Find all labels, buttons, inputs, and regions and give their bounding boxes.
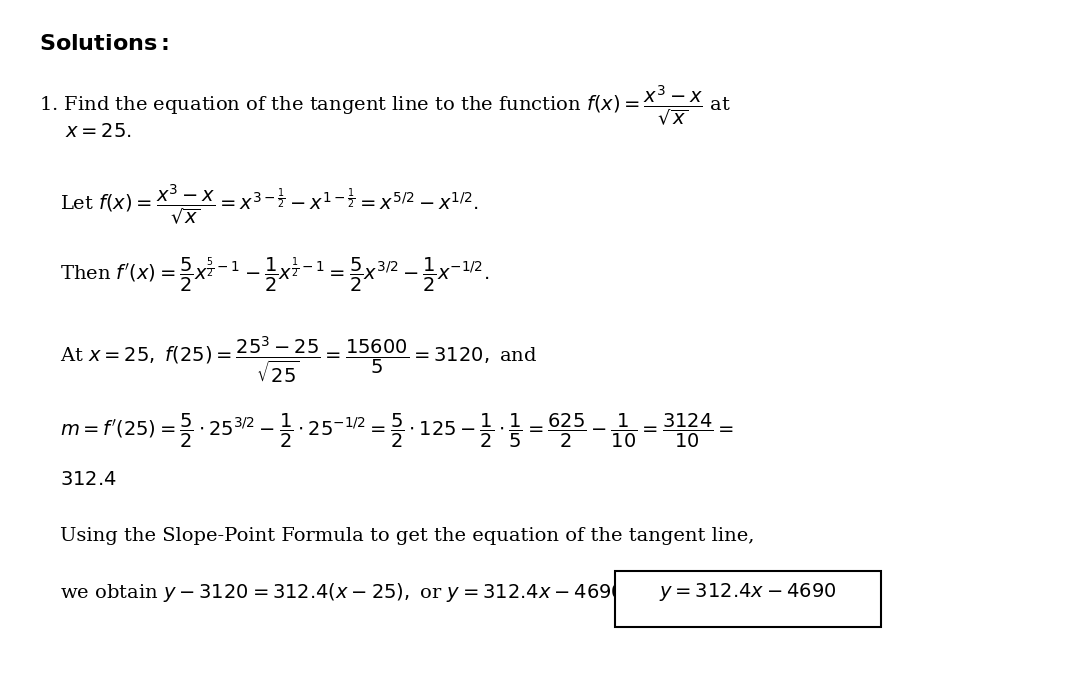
Text: $.$: $.$ — [870, 581, 877, 598]
Text: we obtain $y - 3120 = 312.4(x - 25),$ or $y = 312.4x - 4690$: we obtain $y - 3120 = 312.4(x - 25),$ or… — [60, 581, 624, 603]
Text: $312.4$: $312.4$ — [60, 471, 116, 489]
Text: At $x = 25,\ f(25) = \dfrac{25^3 - 25}{\sqrt{25}} = \dfrac{15600}{5} = 3120,$ an: At $x = 25,\ f(25) = \dfrac{25^3 - 25}{\… — [60, 335, 537, 387]
Text: 1. Find the equation of the tangent line to the function $f(x) = \dfrac{x^3 - x}: 1. Find the equation of the tangent line… — [38, 83, 731, 128]
Text: $x = 25.$: $x = 25.$ — [65, 123, 131, 141]
Text: $m = f'(25) = \dfrac{5}{2} \cdot 25^{3/2} - \dfrac{1}{2} \cdot 25^{-1/2} = \dfra: $m = f'(25) = \dfrac{5}{2} \cdot 25^{3/2… — [60, 412, 734, 450]
Text: Then $f'(x) = \dfrac{5}{2}x^{\frac{5}{2}-1} - \dfrac{1}{2}x^{\frac{1}{2}-1} = \d: Then $f'(x) = \dfrac{5}{2}x^{\frac{5}{2}… — [60, 256, 489, 294]
FancyBboxPatch shape — [615, 571, 881, 627]
Text: $y = 312.4x - 4690$: $y = 312.4x - 4690$ — [659, 581, 836, 603]
Text: Let $f(x) = \dfrac{x^3 - x}{\sqrt{x}} = x^{3-\frac{1}{2}} - x^{1-\frac{1}{2}} = : Let $f(x) = \dfrac{x^3 - x}{\sqrt{x}} = … — [60, 183, 478, 227]
Text: Using the Slope-Point Formula to get the equation of the tangent line,: Using the Slope-Point Formula to get the… — [60, 527, 754, 546]
Text: $\bf{Solutions:}$: $\bf{Solutions:}$ — [38, 33, 169, 56]
